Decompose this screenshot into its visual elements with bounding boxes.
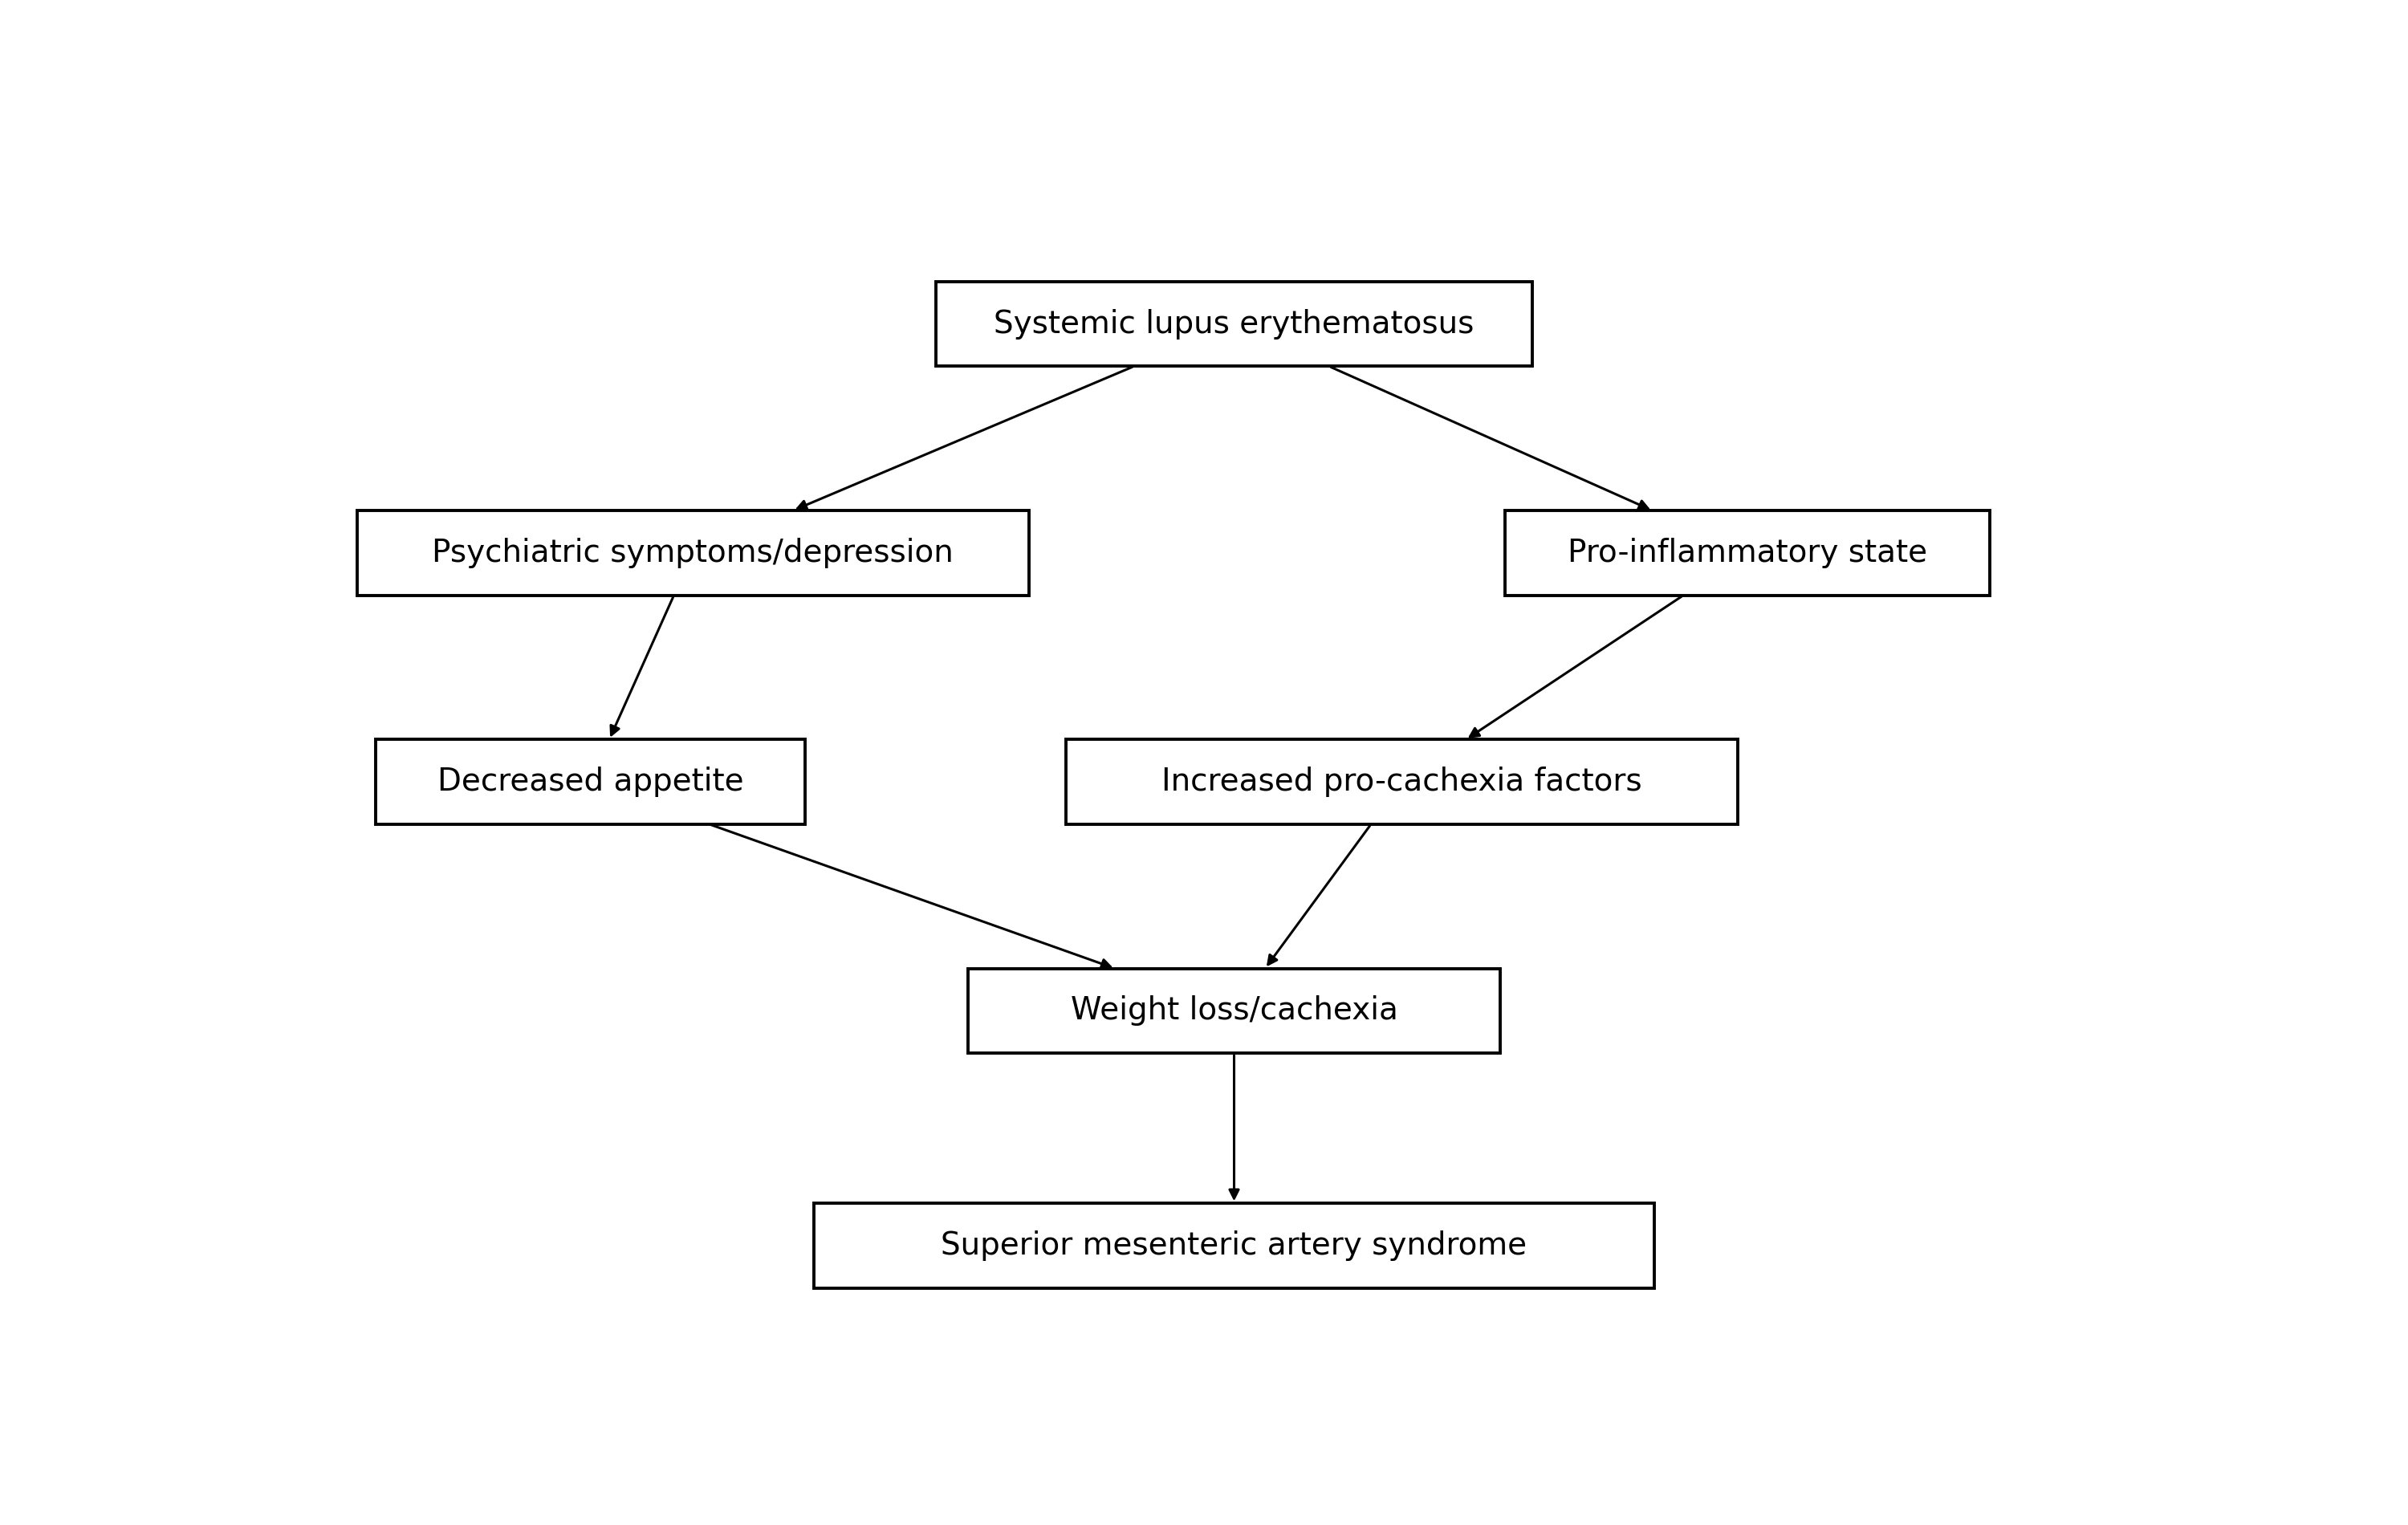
Text: Weight loss/cachexia: Weight loss/cachexia — [1072, 996, 1397, 1026]
FancyBboxPatch shape — [356, 511, 1028, 595]
FancyArrowPatch shape — [797, 368, 1132, 509]
Text: Increased pro-cachexia factors: Increased pro-cachexia factors — [1161, 767, 1642, 798]
FancyArrowPatch shape — [612, 598, 674, 735]
Text: Pro-inflammatory state: Pro-inflammatory state — [1568, 538, 1926, 569]
FancyBboxPatch shape — [376, 740, 804, 824]
FancyArrowPatch shape — [1230, 1055, 1238, 1199]
FancyBboxPatch shape — [934, 282, 1531, 366]
FancyBboxPatch shape — [968, 968, 1500, 1054]
Text: Decreased appetite: Decreased appetite — [438, 767, 744, 798]
FancyArrowPatch shape — [1469, 596, 1681, 737]
FancyArrowPatch shape — [710, 825, 1110, 968]
Text: Superior mesenteric artery syndrome: Superior mesenteric artery syndrome — [942, 1231, 1527, 1261]
Text: Psychiatric symptoms/depression: Psychiatric symptoms/depression — [431, 538, 954, 569]
FancyArrowPatch shape — [1269, 827, 1370, 964]
Text: Systemic lupus erythematosus: Systemic lupus erythematosus — [995, 308, 1474, 339]
FancyBboxPatch shape — [1505, 511, 1989, 595]
FancyBboxPatch shape — [814, 1203, 1654, 1289]
FancyBboxPatch shape — [1067, 740, 1739, 824]
FancyArrowPatch shape — [1332, 368, 1647, 509]
